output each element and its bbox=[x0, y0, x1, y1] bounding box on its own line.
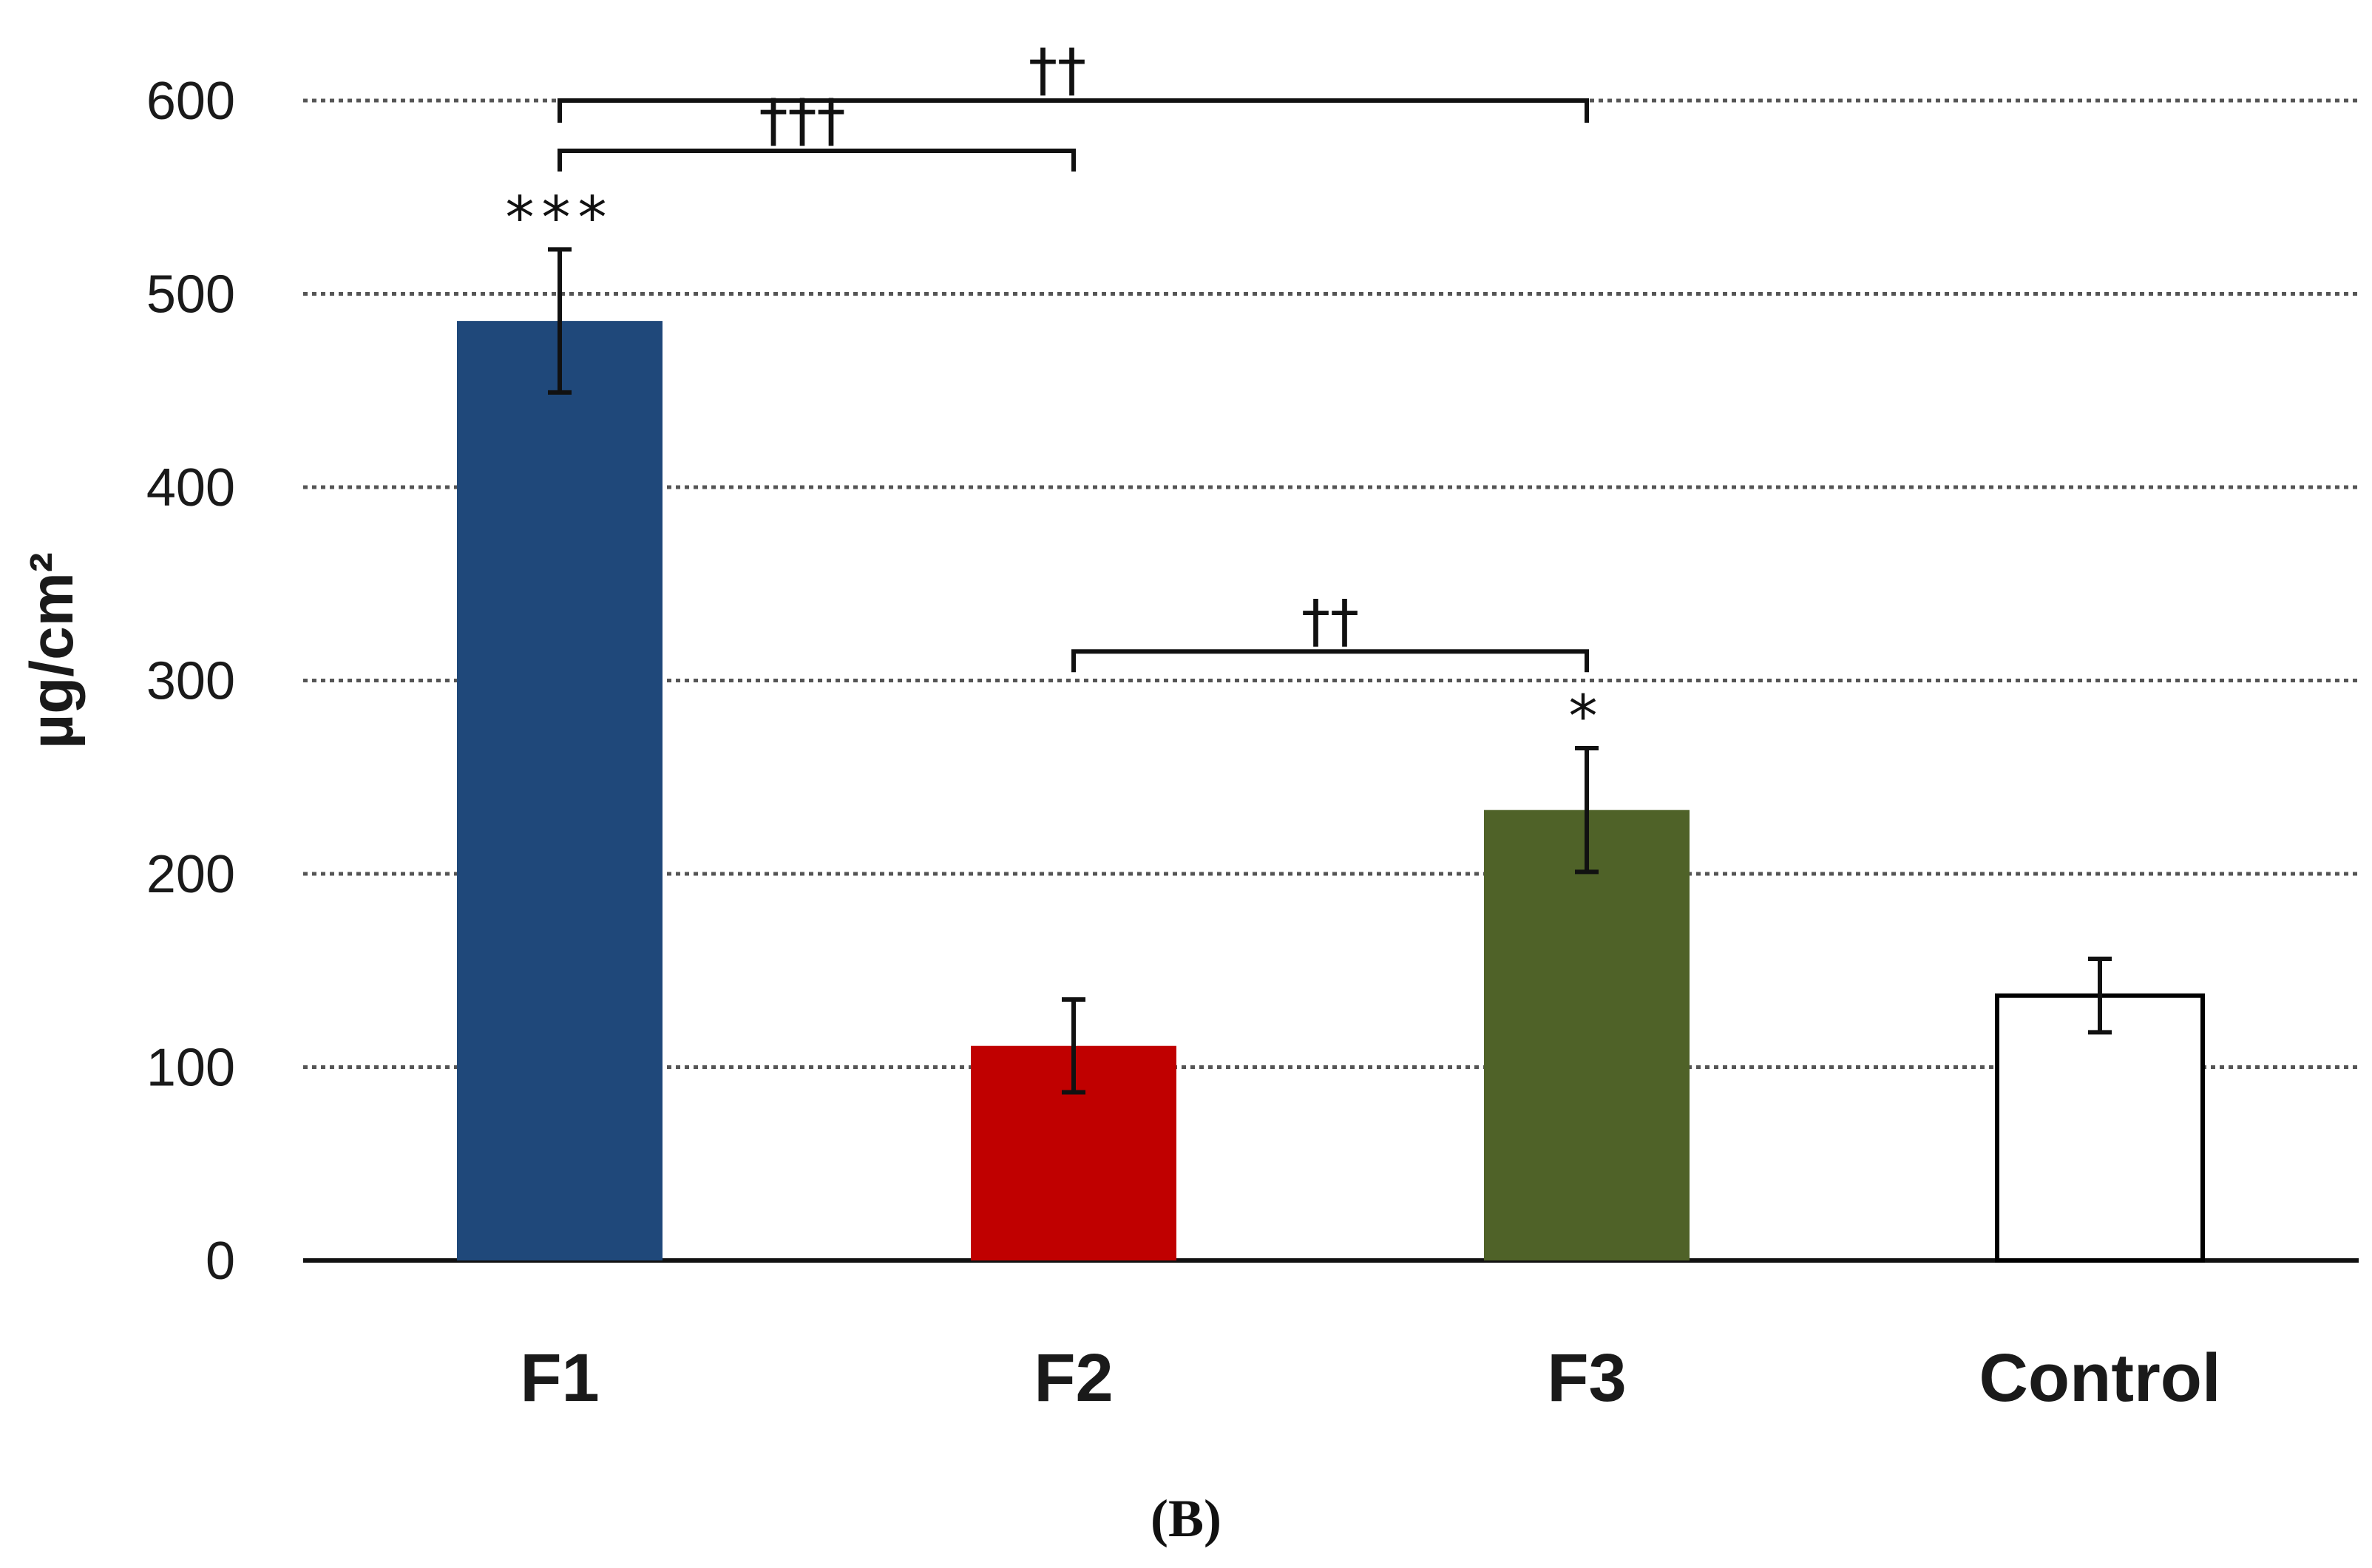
y-tick-label: 100 bbox=[146, 1039, 235, 1098]
x-tick-label: F3 bbox=[1547, 1340, 1626, 1416]
y-axis-title: µg/cm² bbox=[18, 552, 86, 749]
x-tick-label: Control bbox=[1979, 1340, 2220, 1416]
comparison-bracket bbox=[1071, 649, 1589, 673]
error-bars bbox=[548, 247, 2112, 1095]
bracket-label: ††† bbox=[759, 88, 846, 155]
significance-stars: *** bbox=[506, 185, 614, 251]
bar-f1 bbox=[457, 321, 663, 1260]
comparison-bracket bbox=[558, 148, 1076, 172]
x-tick-label: F1 bbox=[520, 1340, 599, 1416]
y-tick-label: 300 bbox=[146, 652, 235, 711]
y-tick-label: 200 bbox=[146, 845, 235, 904]
y-tick-label: 400 bbox=[146, 458, 235, 517]
bar-f3 bbox=[1484, 810, 1690, 1260]
panel-label: (B) bbox=[1151, 1489, 1221, 1548]
bar-control bbox=[1995, 993, 2205, 1263]
bracket-label: †† bbox=[1029, 38, 1086, 104]
comparison-bracket bbox=[558, 98, 1589, 123]
y-tick-label: 0 bbox=[206, 1232, 235, 1291]
x-tick-label: F2 bbox=[1034, 1340, 1113, 1416]
bars bbox=[457, 321, 2205, 1263]
significance-stars: * bbox=[1569, 684, 1605, 750]
y-tick-label: 600 bbox=[146, 72, 235, 131]
labels: 0 100 200 300 400 500 600 F1 F2 F3 Control bbox=[146, 72, 2221, 1416]
significance-markers: ****††††††† bbox=[506, 38, 1605, 750]
y-tick-label: 500 bbox=[146, 265, 235, 325]
bracket-label: †† bbox=[1301, 588, 1359, 655]
